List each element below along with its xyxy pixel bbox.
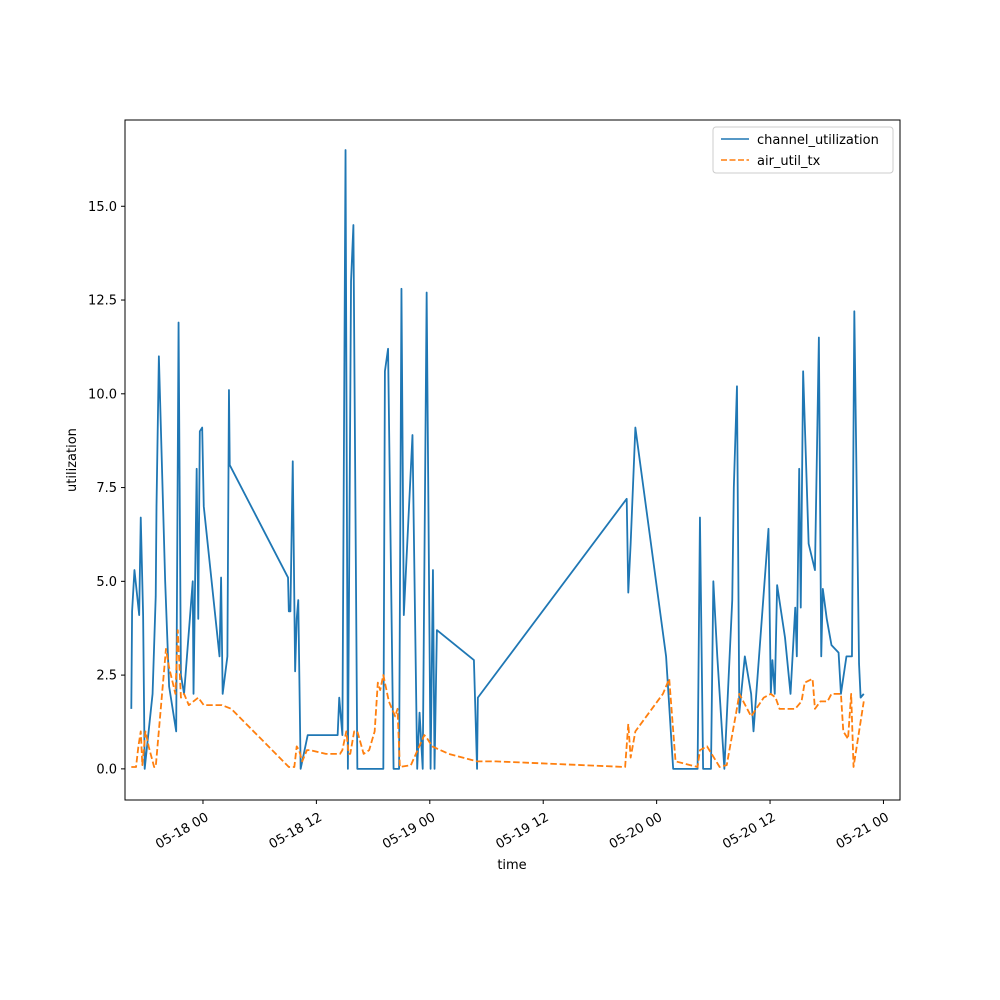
y-tick-label: 7.5	[96, 481, 117, 496]
y-tick-label: 15.0	[88, 200, 117, 215]
y-tick-label: 2.5	[96, 669, 117, 684]
y-axis-label: utilization	[65, 428, 80, 492]
y-axis: 0.0 2.5 5.0 7.5 10.0 12.5 15.0	[88, 200, 125, 777]
y-tick-label: 5.0	[96, 575, 117, 590]
series-line-air-util-tx	[131, 629, 865, 768]
y-tick-label: 10.0	[88, 387, 117, 402]
legend: channel_utilization air_util_tx	[712, 126, 894, 174]
legend-label-air-util-tx: air_util_tx	[757, 154, 821, 169]
plot-area	[125, 120, 900, 800]
legend-label-channel-utilization: channel_utilization	[757, 133, 879, 148]
x-axis-label: time	[497, 858, 526, 873]
y-tick-label: 0.0	[96, 762, 117, 777]
series-line-channel-utilization	[130, 149, 865, 770]
y-tick-label: 12.5	[88, 294, 117, 309]
plot-frame	[124, 119, 901, 801]
legend-frame	[712, 126, 894, 174]
series-layer	[130, 149, 865, 770]
